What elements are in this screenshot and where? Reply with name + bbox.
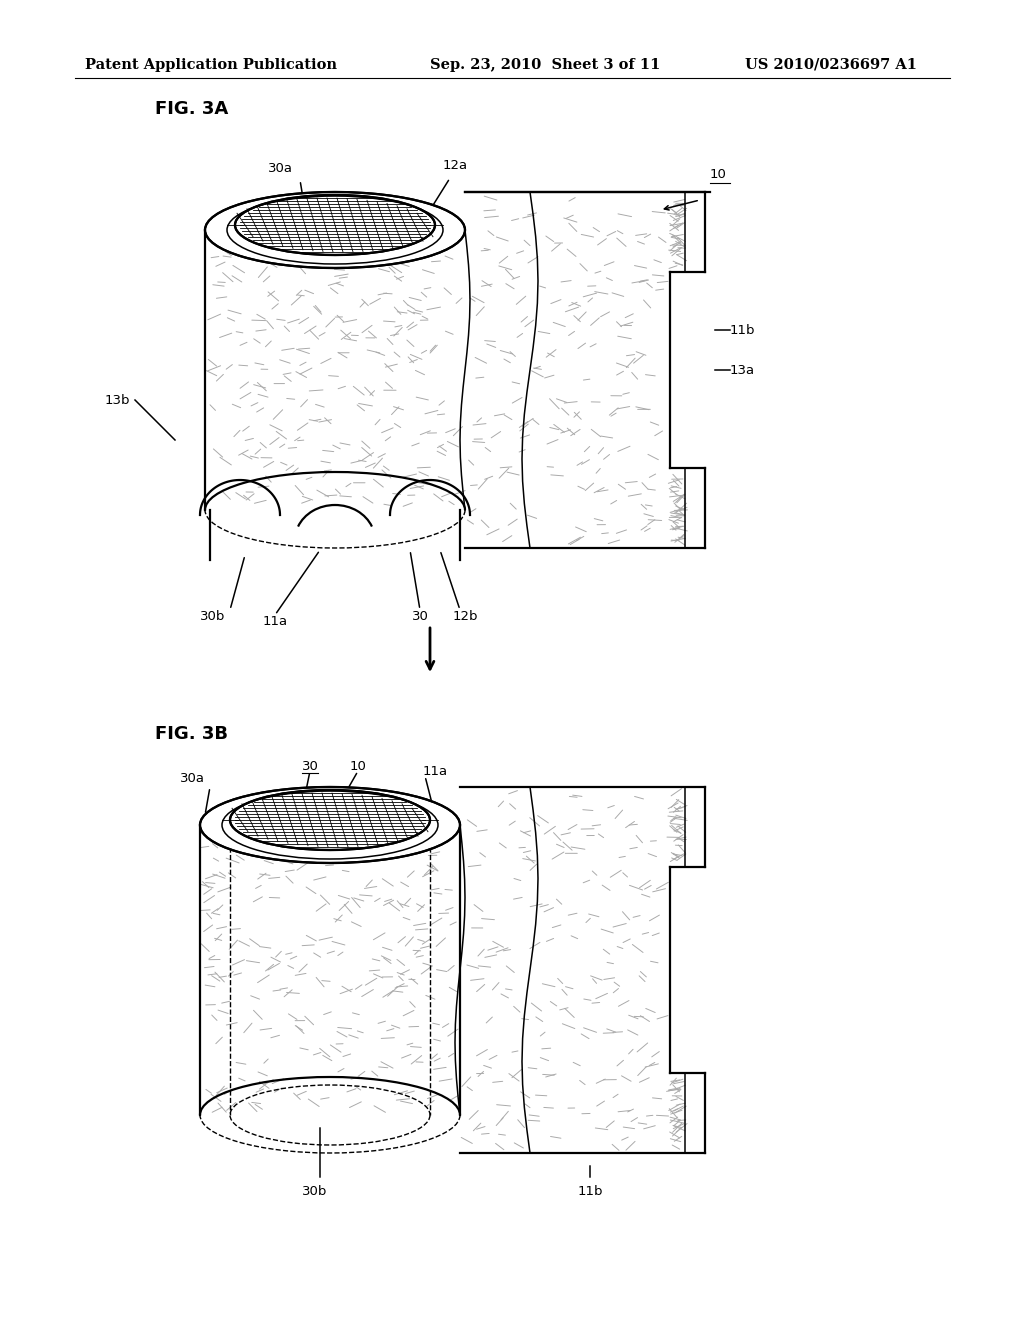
- Text: 30b: 30b: [302, 1185, 328, 1199]
- Ellipse shape: [234, 195, 435, 255]
- Text: 11b: 11b: [730, 323, 756, 337]
- Ellipse shape: [205, 191, 465, 268]
- Text: 30: 30: [412, 610, 428, 623]
- Text: 10: 10: [710, 169, 727, 181]
- Text: 11a: 11a: [262, 615, 288, 628]
- Text: 30: 30: [301, 760, 318, 774]
- Ellipse shape: [230, 789, 430, 850]
- Text: 30a: 30a: [179, 772, 205, 785]
- Text: 30a: 30a: [267, 162, 293, 176]
- Text: FIG. 3B: FIG. 3B: [155, 725, 228, 743]
- Text: US 2010/0236697 A1: US 2010/0236697 A1: [745, 58, 918, 73]
- Text: 10: 10: [349, 760, 367, 774]
- Ellipse shape: [200, 787, 460, 863]
- Text: FIG. 3A: FIG. 3A: [155, 100, 228, 117]
- Text: 13a: 13a: [730, 363, 755, 376]
- Text: 12b: 12b: [453, 610, 478, 623]
- Text: 12a: 12a: [442, 158, 468, 172]
- Text: 30b: 30b: [200, 610, 225, 623]
- Text: Sep. 23, 2010  Sheet 3 of 11: Sep. 23, 2010 Sheet 3 of 11: [430, 58, 660, 73]
- Text: Patent Application Publication: Patent Application Publication: [85, 58, 337, 73]
- Text: 11a: 11a: [423, 766, 447, 777]
- Text: 13b: 13b: [104, 393, 130, 407]
- Text: 11b: 11b: [578, 1185, 603, 1199]
